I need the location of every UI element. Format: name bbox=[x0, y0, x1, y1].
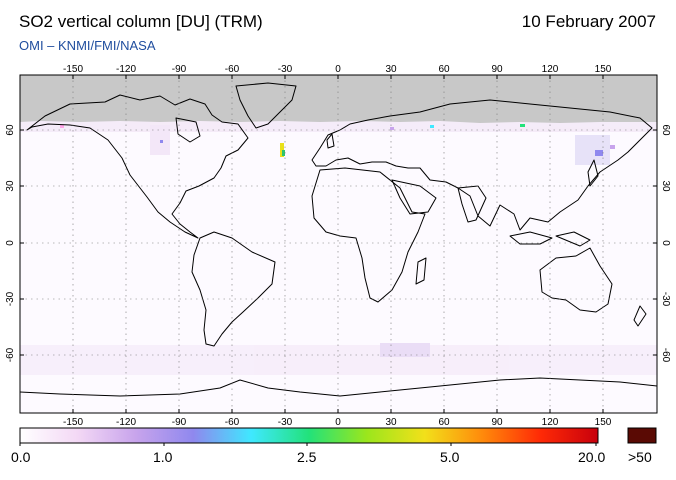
lon-label-bottom: -150 bbox=[63, 417, 83, 428]
lon-label-top: -30 bbox=[278, 64, 293, 75]
swath-noise bbox=[60, 124, 615, 157]
lon-label-bottom: -120 bbox=[116, 417, 136, 428]
lon-label-bottom: 30 bbox=[385, 417, 397, 428]
colorbar-label: 0.0 bbox=[11, 449, 31, 465]
lon-label-bottom: -60 bbox=[225, 417, 240, 428]
lat-label-right: -30 bbox=[660, 292, 671, 307]
lon-label-bottom: 90 bbox=[491, 417, 503, 428]
lat-label-right: -60 bbox=[660, 348, 671, 363]
lon-label-top: -60 bbox=[225, 64, 240, 75]
map-date: 10 February 2007 bbox=[521, 12, 656, 31]
graticule bbox=[20, 75, 657, 413]
lon-label-bottom: -30 bbox=[278, 417, 293, 428]
lat-label-right: 60 bbox=[660, 124, 671, 136]
lon-label-bottom: 60 bbox=[438, 417, 450, 428]
lon-label-top: 0 bbox=[335, 64, 341, 75]
lat-label-left: -60 bbox=[5, 347, 16, 362]
lon-label-bottom: 150 bbox=[595, 417, 612, 428]
lat-label-left: 30 bbox=[5, 180, 16, 192]
lon-label-top: 120 bbox=[542, 64, 559, 75]
colorbar-label: 1.0 bbox=[153, 449, 173, 465]
lon-label-top: 30 bbox=[385, 64, 397, 75]
colorbar-overflow-label: >50 bbox=[628, 449, 652, 465]
frame-ticks bbox=[20, 75, 657, 413]
lon-label-bottom: -90 bbox=[172, 417, 187, 428]
map-title: SO2 vertical column [DU] (TRM) bbox=[19, 12, 263, 31]
data-credit: OMI – KNMI/FMI/NASA bbox=[19, 38, 156, 53]
lat-label-left: 60 bbox=[5, 124, 16, 136]
colorbar-label: 2.5 bbox=[297, 449, 317, 465]
lon-label-top: -90 bbox=[172, 64, 187, 75]
lon-label-top: 90 bbox=[491, 64, 503, 75]
lon-label-top: -150 bbox=[63, 64, 83, 75]
lat-label-left: -30 bbox=[5, 291, 16, 306]
coastlines bbox=[20, 82, 657, 397]
colorbar-overflow-swatch bbox=[627, 427, 657, 444]
colorbar-label: 20.0 bbox=[578, 449, 606, 465]
lat-label-right: 30 bbox=[660, 180, 671, 192]
lon-label-top: 60 bbox=[438, 64, 450, 75]
lon-label-top: -120 bbox=[116, 64, 136, 75]
lon-label-top: 150 bbox=[595, 64, 612, 75]
colorbar-label: 5.0 bbox=[440, 449, 460, 465]
no-data-region bbox=[20, 75, 657, 123]
lat-label-right: 0 bbox=[660, 240, 671, 246]
colorbar-ticks bbox=[19, 443, 597, 446]
lon-label-bottom: 120 bbox=[542, 417, 559, 428]
lat-label-left: 0 bbox=[5, 240, 16, 246]
colorbar bbox=[19, 427, 599, 444]
lon-label-bottom: 0 bbox=[335, 417, 341, 428]
